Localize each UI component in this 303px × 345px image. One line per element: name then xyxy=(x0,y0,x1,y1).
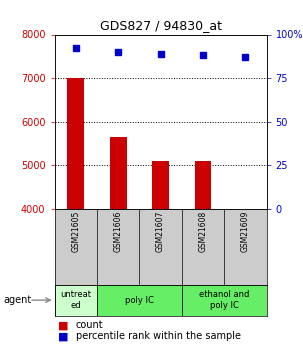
Bar xyxy=(152,161,169,209)
Text: ■: ■ xyxy=(58,332,68,341)
Text: GSM21608: GSM21608 xyxy=(198,211,208,252)
Text: untreat
ed: untreat ed xyxy=(60,290,91,310)
Text: percentile rank within the sample: percentile rank within the sample xyxy=(76,332,241,341)
Bar xyxy=(55,285,97,316)
Title: GDS827 / 94830_at: GDS827 / 94830_at xyxy=(100,19,221,32)
Bar xyxy=(97,285,182,316)
Bar xyxy=(110,137,127,209)
Text: ■: ■ xyxy=(58,321,68,330)
Text: agent: agent xyxy=(3,295,31,305)
Text: GSM21607: GSM21607 xyxy=(156,211,165,253)
Text: ethanol and
poly IC: ethanol and poly IC xyxy=(199,290,249,310)
Text: GSM21605: GSM21605 xyxy=(71,211,80,253)
Text: GSM21606: GSM21606 xyxy=(114,211,123,253)
Text: GSM21609: GSM21609 xyxy=(241,211,250,253)
Bar xyxy=(195,161,211,209)
Text: poly IC: poly IC xyxy=(125,296,154,305)
Text: count: count xyxy=(76,321,103,330)
Bar xyxy=(67,78,84,209)
Bar xyxy=(182,285,267,316)
